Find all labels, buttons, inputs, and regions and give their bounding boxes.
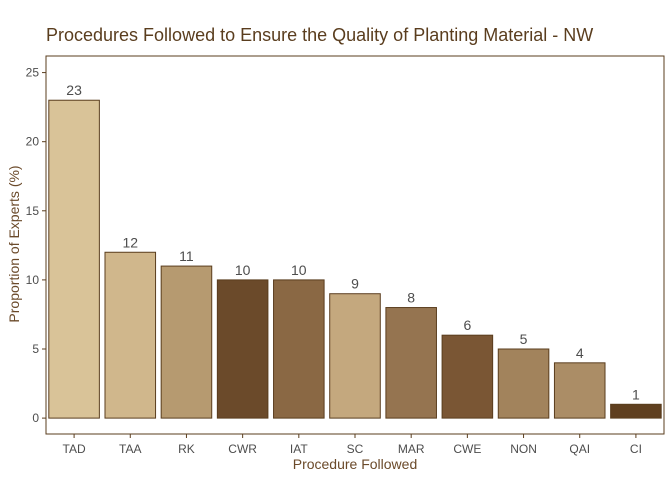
y-tick-label: 25 xyxy=(26,66,40,80)
bar-cwr xyxy=(216,279,269,419)
bar-iat xyxy=(273,279,325,419)
x-tick-label-rk: RK xyxy=(178,442,195,456)
data-label-iat: 10 xyxy=(291,262,307,278)
x-tick-label-non: NON xyxy=(510,442,537,456)
bar-tad xyxy=(48,99,100,419)
chart-title: Procedures Followed to Ensure the Qualit… xyxy=(46,25,593,45)
y-tick-label: 0 xyxy=(32,411,39,425)
bar-ci xyxy=(610,403,662,419)
data-label-non: 5 xyxy=(520,331,528,347)
data-label-mar: 8 xyxy=(407,290,415,306)
data-label-sc: 9 xyxy=(351,276,359,292)
bar-cwe xyxy=(441,334,494,419)
y-tick-label: 20 xyxy=(26,135,40,149)
y-tick-label: 5 xyxy=(32,342,39,356)
x-tick-label-qai: QAI xyxy=(569,442,590,456)
x-tick-label-iat: IAT xyxy=(290,442,308,456)
x-tick-label-sc: SC xyxy=(347,442,364,456)
bar-taa xyxy=(104,251,157,419)
bar-mar xyxy=(385,307,437,419)
data-label-tad: 23 xyxy=(66,82,82,98)
data-label-qai: 4 xyxy=(576,345,584,361)
bar-sc xyxy=(329,293,381,419)
bar-non xyxy=(497,348,550,419)
x-tick-label-cwe: CWE xyxy=(453,442,481,456)
x-tick-label-ci: CI xyxy=(630,442,642,456)
bars-group: 23 12 11 10 10 9 8 6 5 4 1 xyxy=(48,82,662,419)
y-axis: 0 5 10 15 20 25 xyxy=(26,66,46,425)
y-axis-title: Proportion of Experts (%) xyxy=(6,165,22,322)
x-axis: TAD TAA RK CWR IAT SC MAR CWE NON QAI CI xyxy=(63,434,642,456)
data-label-taa: 12 xyxy=(122,234,138,250)
x-tick-label-mar: MAR xyxy=(398,442,425,456)
bar-rk xyxy=(160,265,213,419)
y-tick-label: 10 xyxy=(26,273,40,287)
x-tick-label-taa: TAA xyxy=(119,442,141,456)
data-label-cwe: 6 xyxy=(463,317,471,333)
x-tick-label-cwr: CWR xyxy=(228,442,257,456)
x-tick-label-tad: TAD xyxy=(63,442,86,456)
panel-border xyxy=(45,55,665,435)
data-label-ci: 1 xyxy=(632,386,640,402)
x-axis-title: Procedure Followed xyxy=(293,456,418,472)
bar-qai xyxy=(553,362,606,419)
data-label-rk: 11 xyxy=(179,248,194,264)
data-label-cwr: 10 xyxy=(235,262,251,278)
y-tick-label: 15 xyxy=(26,204,40,218)
